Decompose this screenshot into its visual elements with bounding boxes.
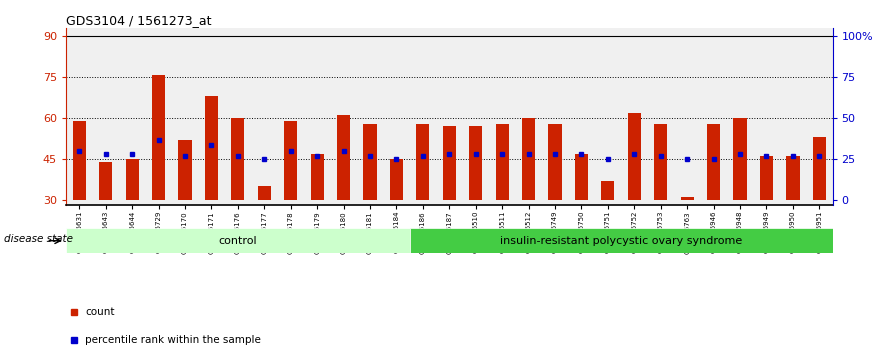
Bar — [469, 126, 482, 200]
Bar — [786, 156, 799, 200]
Bar — [337, 115, 350, 200]
Bar — [442, 126, 455, 200]
Bar — [733, 118, 746, 200]
Text: count: count — [85, 307, 115, 316]
Bar — [72, 121, 85, 200]
Bar — [522, 118, 535, 200]
Bar — [627, 113, 640, 200]
Bar — [363, 124, 376, 200]
Text: control: control — [218, 236, 257, 246]
Bar — [495, 124, 508, 200]
Bar — [680, 197, 693, 200]
Text: disease state: disease state — [4, 234, 73, 244]
Bar — [310, 154, 323, 200]
Text: percentile rank within the sample: percentile rank within the sample — [85, 335, 261, 345]
Bar — [257, 186, 270, 200]
Text: insulin-resistant polycystic ovary syndrome: insulin-resistant polycystic ovary syndr… — [500, 236, 742, 246]
Bar — [759, 156, 773, 200]
Text: GDS3104 / 1561273_at: GDS3104 / 1561273_at — [66, 14, 211, 27]
Bar — [601, 181, 614, 200]
Bar — [231, 118, 244, 200]
Bar — [654, 124, 667, 200]
Bar — [66, 228, 410, 253]
Bar — [410, 228, 833, 253]
Bar — [389, 159, 403, 200]
Bar — [812, 137, 825, 200]
Bar — [284, 121, 297, 200]
Bar — [99, 162, 112, 200]
Bar — [416, 124, 429, 200]
Bar — [548, 124, 562, 200]
Bar — [204, 96, 218, 200]
Bar — [178, 140, 191, 200]
Bar — [125, 159, 138, 200]
Bar — [707, 124, 720, 200]
Bar — [574, 154, 588, 200]
Bar — [152, 75, 165, 200]
